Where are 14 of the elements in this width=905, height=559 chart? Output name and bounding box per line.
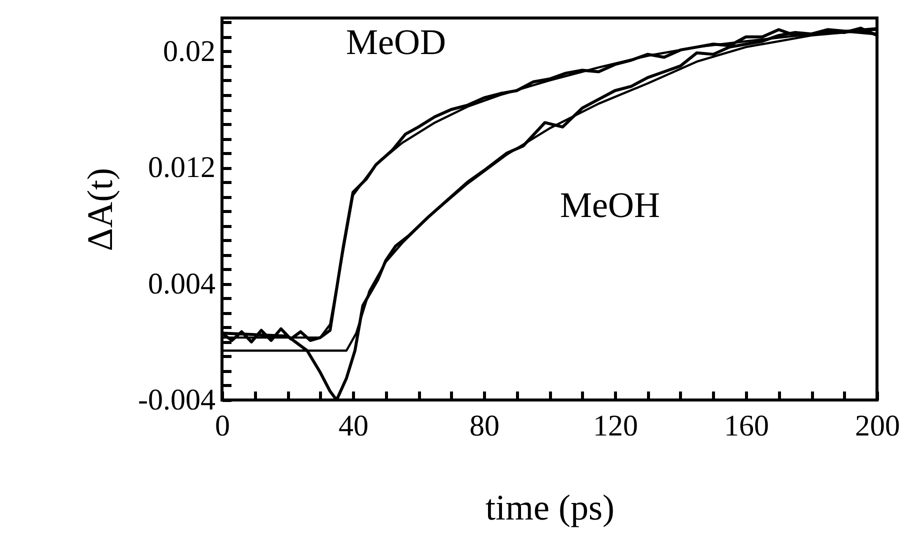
y-tick-label: 0.004	[148, 267, 216, 300]
x-tick-label: 160	[724, 410, 769, 442]
x-tick-label: 80	[470, 410, 500, 442]
y-tick-label: 0.02	[163, 34, 216, 68]
annotation: MeOH	[560, 185, 660, 225]
x-tick-label: 120	[593, 410, 638, 442]
y-tick-label: -0.004	[138, 384, 216, 416]
x-tick-label: 40	[338, 410, 368, 442]
x-tick-label: 0	[215, 410, 230, 442]
x-axis-title: time (ps)	[486, 488, 614, 528]
y-tick-label: 0.012	[148, 151, 216, 184]
x-tick-label: 200	[855, 410, 900, 442]
annotation: MeOD	[346, 22, 446, 62]
y-axis-title: ΔA(t)	[80, 168, 120, 252]
